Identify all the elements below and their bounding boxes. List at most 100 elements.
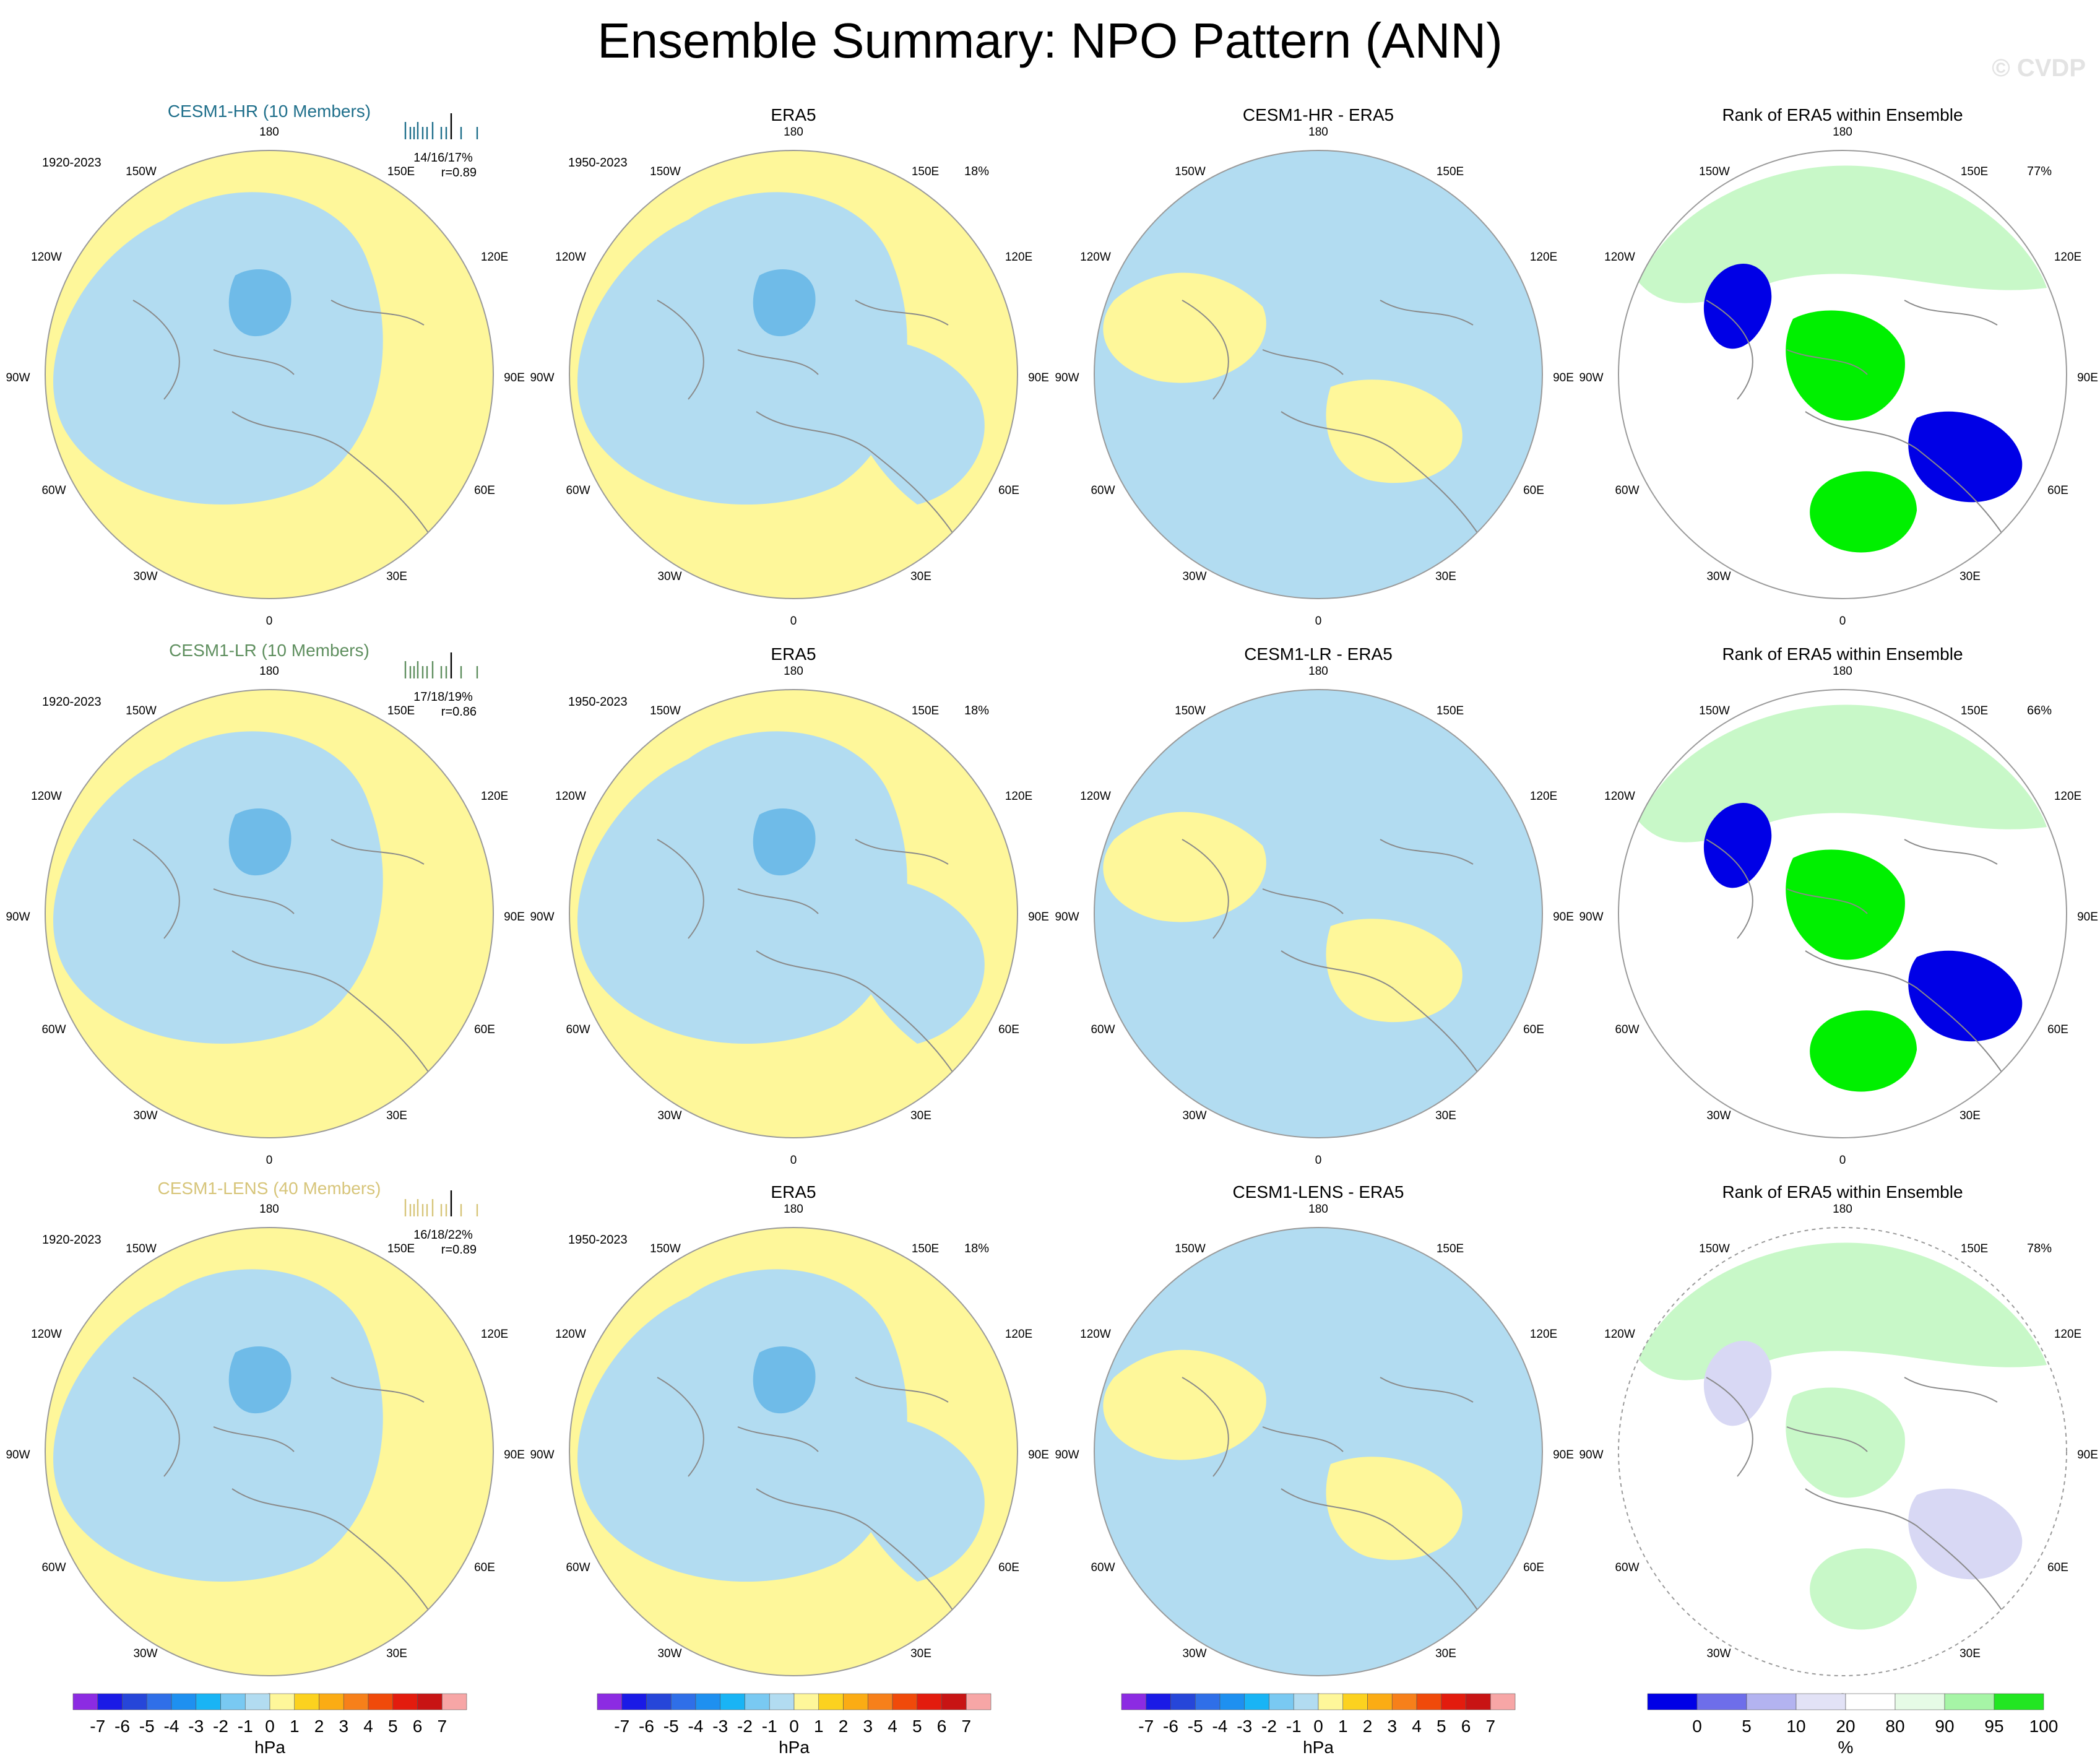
negative-difference-field: [1094, 1228, 1542, 1676]
negative-anomaly-region: [577, 731, 907, 1044]
lon-label-30e: 30E: [1960, 570, 1981, 583]
lon-label-0: 0: [790, 1154, 797, 1167]
negative-anomaly-region: [577, 192, 907, 505]
colorbar-tick-label: 6: [413, 1717, 423, 1736]
difference-panel-title: CESM1-HR - ERA5: [1243, 105, 1394, 124]
colorbar-tick-label: -6: [115, 1717, 130, 1736]
lon-label-120e: 120E: [1530, 790, 1557, 803]
lon-label-30e: 30E: [910, 570, 931, 583]
npo-low-center: [753, 808, 816, 876]
obs-period: 1950-2023: [568, 695, 628, 709]
lon-label-150w: 150W: [1699, 165, 1730, 178]
lon-label-180: 180: [1833, 665, 1852, 678]
lon-label-0: 0: [266, 615, 273, 628]
colorbar-tick-label: 6: [1461, 1717, 1471, 1736]
model-period: 1920-2023: [42, 1233, 102, 1247]
rank-low-region: [1908, 950, 2023, 1042]
colorbar-swatch: [244, 1693, 270, 1710]
colorbar-swatch: [670, 1693, 696, 1710]
rank-low-region: [1703, 802, 1772, 888]
colorbar-swatch: [72, 1693, 98, 1710]
colorbar-tick-label: -7: [90, 1717, 105, 1736]
lon-label-60e: 60E: [474, 484, 495, 497]
colorbar-tick-label: -1: [762, 1717, 777, 1736]
lon-label-150w: 150W: [650, 165, 681, 178]
ensemble-pc-histogram: [404, 113, 478, 139]
negative-anomaly-region: [53, 192, 383, 505]
map-boundary: [1094, 689, 1543, 1138]
lon-label-90e: 90E: [1028, 1449, 1049, 1462]
colorbar-tick-label: 1: [290, 1717, 300, 1736]
colorbar-swatch: [720, 1693, 745, 1710]
lon-label-60e: 60E: [1523, 1023, 1544, 1036]
colorbar-swatch: [368, 1693, 394, 1710]
lon-label-90w: 90W: [530, 371, 554, 384]
lon-label-60w: 60W: [566, 1023, 590, 1036]
lon-label-60e: 60E: [998, 1561, 1019, 1574]
colorbar-swatch: [597, 1693, 623, 1710]
lon-label-30e: 30E: [386, 1109, 407, 1122]
lon-label-90w: 90W: [1055, 371, 1079, 384]
lon-label-150e: 150E: [912, 1242, 939, 1255]
rank-pct: 78%: [2027, 1242, 2052, 1255]
lon-label-90e: 90E: [1553, 371, 1574, 384]
lon-label-180: 180: [784, 665, 803, 678]
figure-title: Ensemble Summary: NPO Pattern (ANN): [597, 13, 1503, 68]
colorbar-swatch: [97, 1693, 123, 1710]
lon-label-60w: 60W: [1615, 1023, 1639, 1036]
negative-anomaly-region: [831, 879, 985, 1044]
lon-label-90w: 90W: [1579, 371, 1603, 384]
lon-label-90w: 90W: [530, 1449, 554, 1462]
colorbar-tick-label: 2: [314, 1717, 324, 1736]
colorbar-swatch: [1416, 1693, 1442, 1710]
rank-panel-title: Rank of ERA5 within Ensemble: [1722, 1182, 1963, 1202]
lon-label-0: 0: [1315, 1154, 1322, 1167]
lon-label-0: 0: [1839, 615, 1846, 628]
lon-label-120e: 120E: [1530, 251, 1557, 264]
model-pct-variance: 16/18/22%: [413, 1228, 473, 1242]
coastline: [1182, 839, 1480, 1075]
colorbar-tick-label: 2: [1363, 1717, 1373, 1736]
positive-difference-region: [1103, 1349, 1266, 1460]
lon-label-90w: 90W: [6, 1449, 30, 1462]
lon-label-90w: 90W: [530, 911, 554, 924]
colorbar-unit-label: hPa: [779, 1738, 810, 1757]
colorbar-swatch: [1269, 1693, 1294, 1710]
colorbar-tick-label: 0: [1313, 1717, 1323, 1736]
lon-label-30w: 30W: [657, 570, 681, 583]
colorbar-tick-label: -7: [614, 1717, 629, 1736]
cvdp-watermark: © CVDP: [1992, 54, 2086, 82]
lon-label-90e: 90E: [1553, 911, 1574, 924]
npo-low-center: [228, 1346, 292, 1414]
positive-difference-region: [1103, 272, 1266, 383]
lon-label-120w: 120W: [555, 1328, 586, 1341]
lon-label-120w: 120W: [1604, 790, 1635, 803]
obs-pct-variance: 18%: [964, 165, 989, 178]
lon-label-30w: 30W: [1706, 1109, 1731, 1122]
lon-label-180: 180: [259, 1203, 279, 1216]
colorbar-tick-label: -3: [712, 1717, 728, 1736]
lon-label-60e: 60E: [1523, 484, 1544, 497]
colorbar-swatch: [1647, 1693, 1698, 1710]
map-boundary: [45, 1227, 494, 1676]
lon-label-30w: 30W: [1182, 1109, 1206, 1122]
model-panel-title: CESM1-HR (10 Members): [168, 102, 371, 121]
colorbar-tick-label: 100: [2029, 1717, 2059, 1736]
colorbar-swatch: [818, 1693, 844, 1710]
colorbar-swatch: [269, 1693, 295, 1710]
colorbar-tick-label: 0: [789, 1717, 799, 1736]
obs-period: 1950-2023: [568, 1233, 628, 1247]
npo-low-center: [753, 269, 816, 337]
npo-low-center: [228, 808, 292, 876]
colorbar-swatch: [1195, 1693, 1221, 1710]
obs-pct-variance: 18%: [964, 1242, 989, 1255]
lon-label-0: 0: [1315, 615, 1322, 628]
colorbar-tick-label: 4: [1412, 1717, 1422, 1736]
colorbar-swatch: [1944, 1693, 1995, 1710]
model-period: 1920-2023: [42, 156, 102, 170]
colorbar-swatch: [793, 1693, 819, 1710]
diff-map-3: [1094, 1228, 1542, 1676]
coastline: [657, 300, 955, 536]
lon-label-120w: 120W: [1080, 251, 1111, 264]
